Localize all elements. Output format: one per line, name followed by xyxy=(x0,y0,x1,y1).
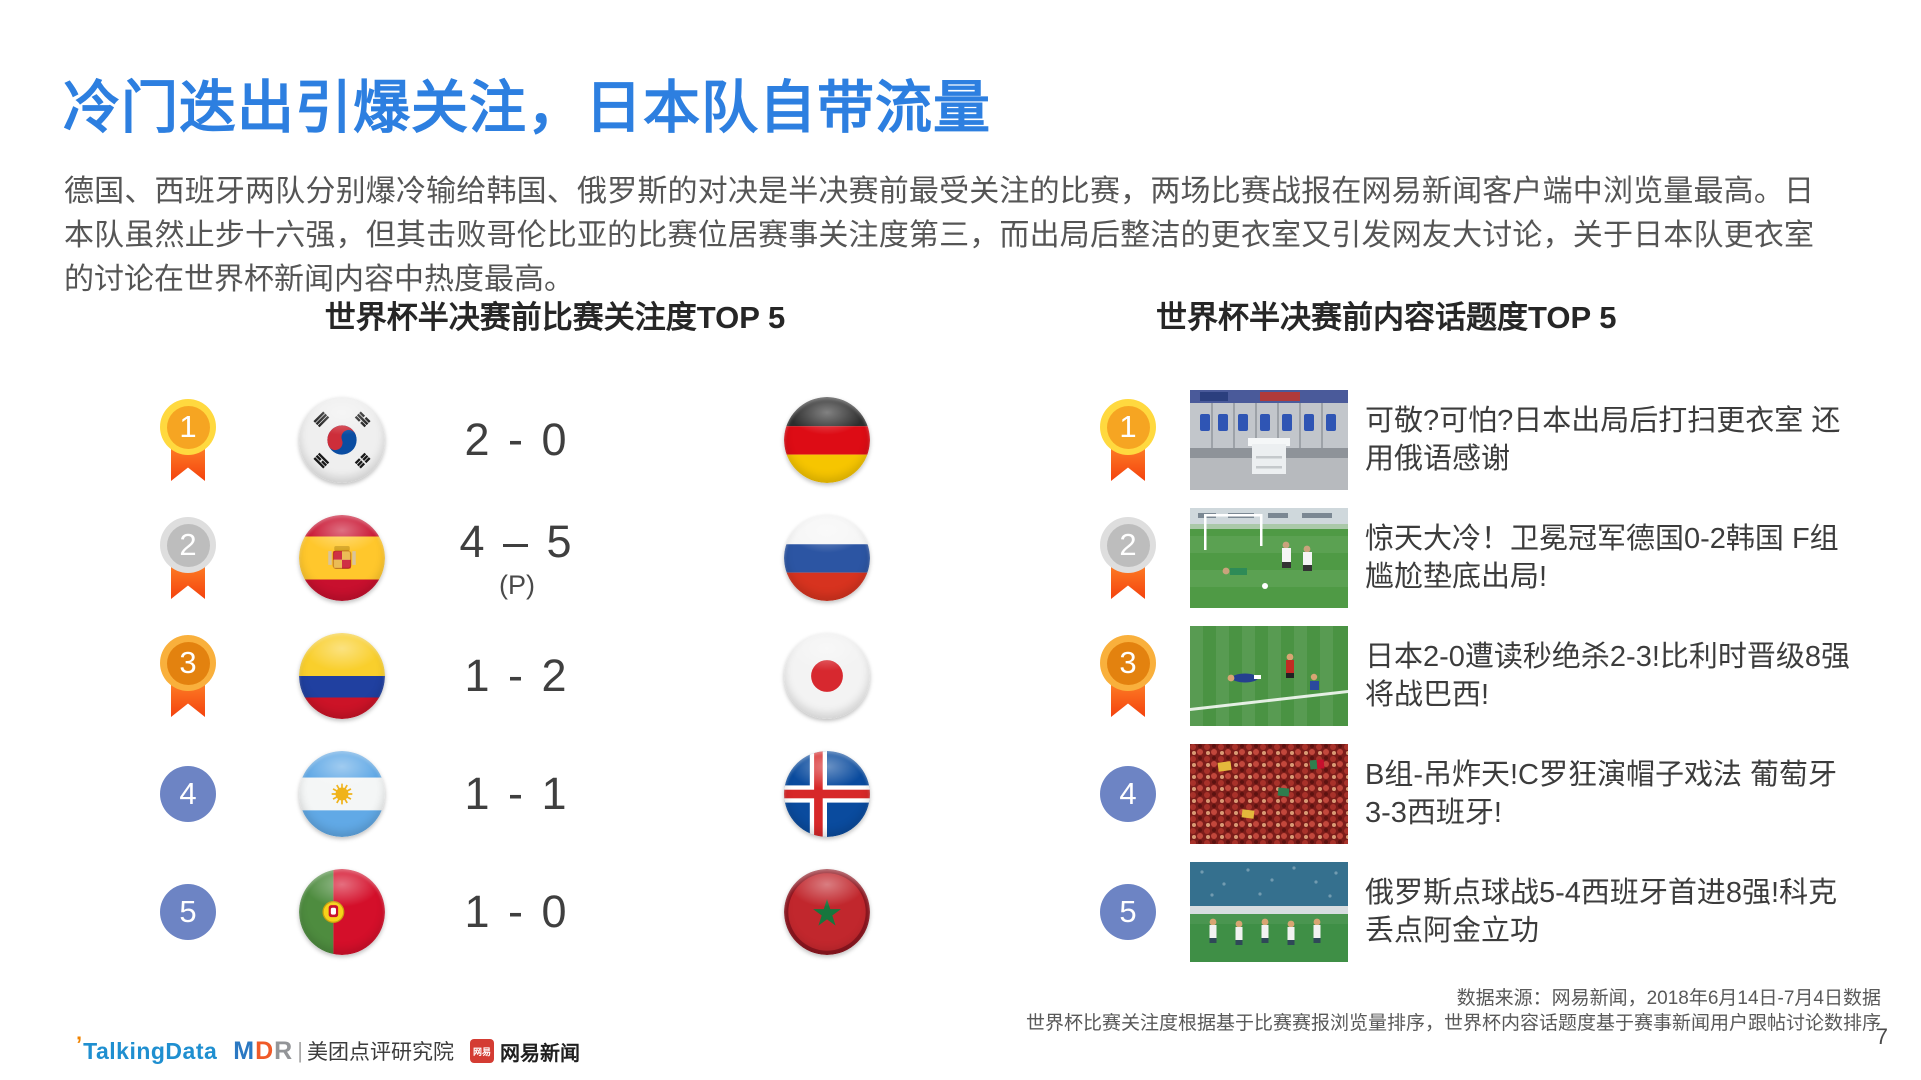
match-row-1: 1 xyxy=(0,381,960,499)
summary-paragraph: 德国、西班牙两队分别爆冷输给韩国、俄罗斯的对决是半决赛前最受关注的比赛，两场比赛… xyxy=(64,175,1814,296)
rank-number: 1 xyxy=(166,405,210,449)
rank-number: 4 xyxy=(179,776,197,811)
footer-logos: ’ TalkingData MDR | 美团点评研究院 网易 网易新闻 xyxy=(76,1031,580,1066)
logo-divider: | xyxy=(297,1038,303,1063)
rank-number: 2 xyxy=(1106,523,1150,567)
topic-row-2: 2 惊天大冷！卫冕冠军德国0-2韩国 F组尴尬垫底出局! xyxy=(1090,499,1900,617)
source-line-2: 世界杯比赛关注度根据基于比赛赛报浏览量排序，世界杯内容话题度基于赛事新闻用户跟帖… xyxy=(1025,1013,1881,1034)
match-row-5: 5 1 - 0 xyxy=(0,853,960,971)
topic-row-3: 3 日本2-0遭读秒绝杀2-3!比利时晋级8强将战巴西! xyxy=(1090,617,1900,735)
topic-ranking-title: 世界杯半决赛前内容话题度TOP 5 xyxy=(1156,300,1617,335)
article-image-fans-crowd xyxy=(1190,744,1348,844)
topic-row-1: 1 可敬?可怕?日本出局后打扫更衣室 还用俄语感谢 xyxy=(1090,381,1900,499)
topic-ranking-list: 1 可敬?可怕?日本出局后打扫更衣室 还用俄语感谢 xyxy=(1090,381,1900,971)
rank-number: 2 xyxy=(166,523,210,567)
article-headline: B组-吊炸天!C罗狂演帽子戏法 葡萄牙3-3西班牙! xyxy=(1365,759,1838,829)
flag-portugal-icon xyxy=(299,869,385,955)
topic-row-5: 5 俄罗斯点球战5-4西班 xyxy=(1090,853,1900,971)
data-source-note: 数据来源：网易新闻，2018年6月14日-7月4日数据 世界杯比赛关注度根据基于… xyxy=(1026,986,1881,1036)
flag-spain-icon xyxy=(299,515,385,601)
match-row-4: 4 1 - 1 xyxy=(0,735,960,853)
article-image-players-on-pitch xyxy=(1190,626,1348,726)
match-ranking-title: 世界杯半决赛前比赛关注度TOP 5 xyxy=(324,300,786,335)
match-row-3: 3 1 - 2 xyxy=(0,617,960,735)
article-headline: 俄罗斯点球战5-4西班牙首进8强!科克丢点阿金立功 xyxy=(1365,877,1838,947)
rank-5-badge: 5 xyxy=(160,884,216,940)
flag-germany-icon xyxy=(784,397,870,483)
rank-number: 1 xyxy=(1106,405,1150,449)
talkingdata-tick-icon: ’ xyxy=(76,1031,83,1057)
meituan-dianping-research-logo: MDR | 美团点评研究院 xyxy=(233,1036,454,1065)
page-title: 冷门迭出引爆关注，日本队自带流量 xyxy=(63,76,991,140)
rank-2-silver-medal-icon: 2 xyxy=(160,517,216,599)
match-score: 4 – 5 (P) xyxy=(459,515,575,600)
page-number: 7 xyxy=(1875,1024,1888,1049)
match-score: 1 - 1 xyxy=(464,768,570,819)
flag-iceland-icon xyxy=(784,751,870,837)
flag-colombia-icon xyxy=(299,633,385,719)
mdr-logo: MDR xyxy=(233,1036,294,1065)
rank-2-silver-medal-icon: 2 xyxy=(1100,517,1156,599)
rank-number: 5 xyxy=(1119,894,1137,929)
match-row-2: 2 xyxy=(0,499,960,617)
talkingdata-logo: ’ TalkingData xyxy=(76,1031,218,1064)
topic-row-4: 4 xyxy=(1090,735,1900,853)
penalty-note: (P) xyxy=(499,569,535,600)
flag-argentina-icon xyxy=(299,751,385,837)
article-image-locker-room xyxy=(1190,390,1348,490)
flag-south-korea-icon xyxy=(299,397,385,483)
netease-icon: 网易 xyxy=(469,1039,494,1063)
rank-4-badge: 4 xyxy=(1100,766,1156,822)
match-score: 2 - 0 xyxy=(464,414,570,465)
netease-news-logo: 网易 网易新闻 xyxy=(469,1037,580,1066)
flag-japan-icon xyxy=(784,633,870,719)
article-headline: 惊天大冷！卫冕冠军德国0-2韩国 F组尴尬垫底出局! xyxy=(1365,523,1839,593)
article-headline: 日本2-0遭读秒绝杀2-3!比利时晋级8强将战巴西! xyxy=(1365,641,1851,711)
match-score: 1 - 2 xyxy=(464,650,570,701)
source-line-1: 数据来源：网易新闻，2018年6月14日-7月4日数据 xyxy=(1456,988,1881,1009)
rank-number: 3 xyxy=(166,641,210,685)
rank-number: 4 xyxy=(1119,776,1137,811)
rank-number: 3 xyxy=(1106,641,1150,685)
article-headline: 可敬?可怕?日本出局后打扫更衣室 还用俄语感谢 xyxy=(1365,405,1841,475)
rank-number: 5 xyxy=(179,894,197,929)
article-image-team-celebration xyxy=(1190,862,1348,962)
match-ranking-list: 1 xyxy=(0,381,960,971)
article-image-goal-scene xyxy=(1190,508,1348,608)
rank-1-gold-medal-icon: 1 xyxy=(160,399,216,481)
rank-3-bronze-medal-icon: 3 xyxy=(1100,635,1156,717)
match-score: 1 - 0 xyxy=(464,886,570,937)
rank-4-badge: 4 xyxy=(160,766,216,822)
rank-5-badge: 5 xyxy=(1100,884,1156,940)
flag-russia-icon xyxy=(784,515,870,601)
rank-3-bronze-medal-icon: 3 xyxy=(160,635,216,717)
rank-1-gold-medal-icon: 1 xyxy=(1100,399,1156,481)
flag-morocco-icon xyxy=(784,869,870,955)
